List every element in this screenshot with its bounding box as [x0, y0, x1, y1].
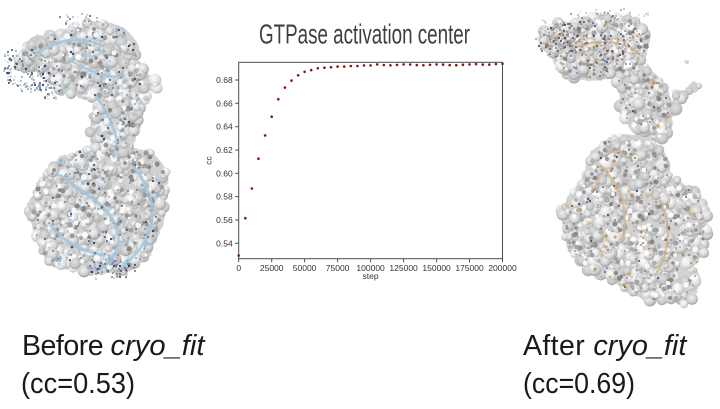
svg-text:After cryo_fit: After cryo_fit — [523, 330, 687, 362]
svg-text:step: step — [363, 271, 379, 281]
svg-text:GTPase activation center: GTPase activation center — [259, 19, 470, 50]
svg-text:Before cryo_fit: Before cryo_fit — [22, 330, 206, 362]
svg-text:0.60: 0.60 — [216, 168, 233, 178]
svg-text:125000: 125000 — [389, 263, 418, 273]
svg-text:0.64: 0.64 — [216, 122, 233, 132]
svg-text:100000: 100000 — [356, 263, 385, 273]
svg-text:75000: 75000 — [326, 263, 350, 273]
svg-text:200000: 200000 — [488, 263, 517, 273]
svg-text:0.54: 0.54 — [216, 238, 233, 248]
svg-text:0.66: 0.66 — [216, 98, 233, 108]
svg-text:0.56: 0.56 — [216, 215, 233, 225]
svg-text:cc: cc — [204, 156, 214, 165]
svg-text:50000: 50000 — [293, 263, 317, 273]
svg-text:0.62: 0.62 — [216, 145, 233, 155]
svg-text:(cc=0.69): (cc=0.69) — [523, 368, 635, 400]
svg-text:(cc=0.53): (cc=0.53) — [21, 368, 135, 400]
svg-text:25000: 25000 — [260, 263, 284, 273]
svg-text:175000: 175000 — [455, 263, 484, 273]
svg-text:0.58: 0.58 — [216, 192, 233, 202]
svg-text:0: 0 — [236, 263, 241, 273]
svg-text:150000: 150000 — [422, 263, 451, 273]
svg-text:0.68: 0.68 — [216, 75, 233, 85]
